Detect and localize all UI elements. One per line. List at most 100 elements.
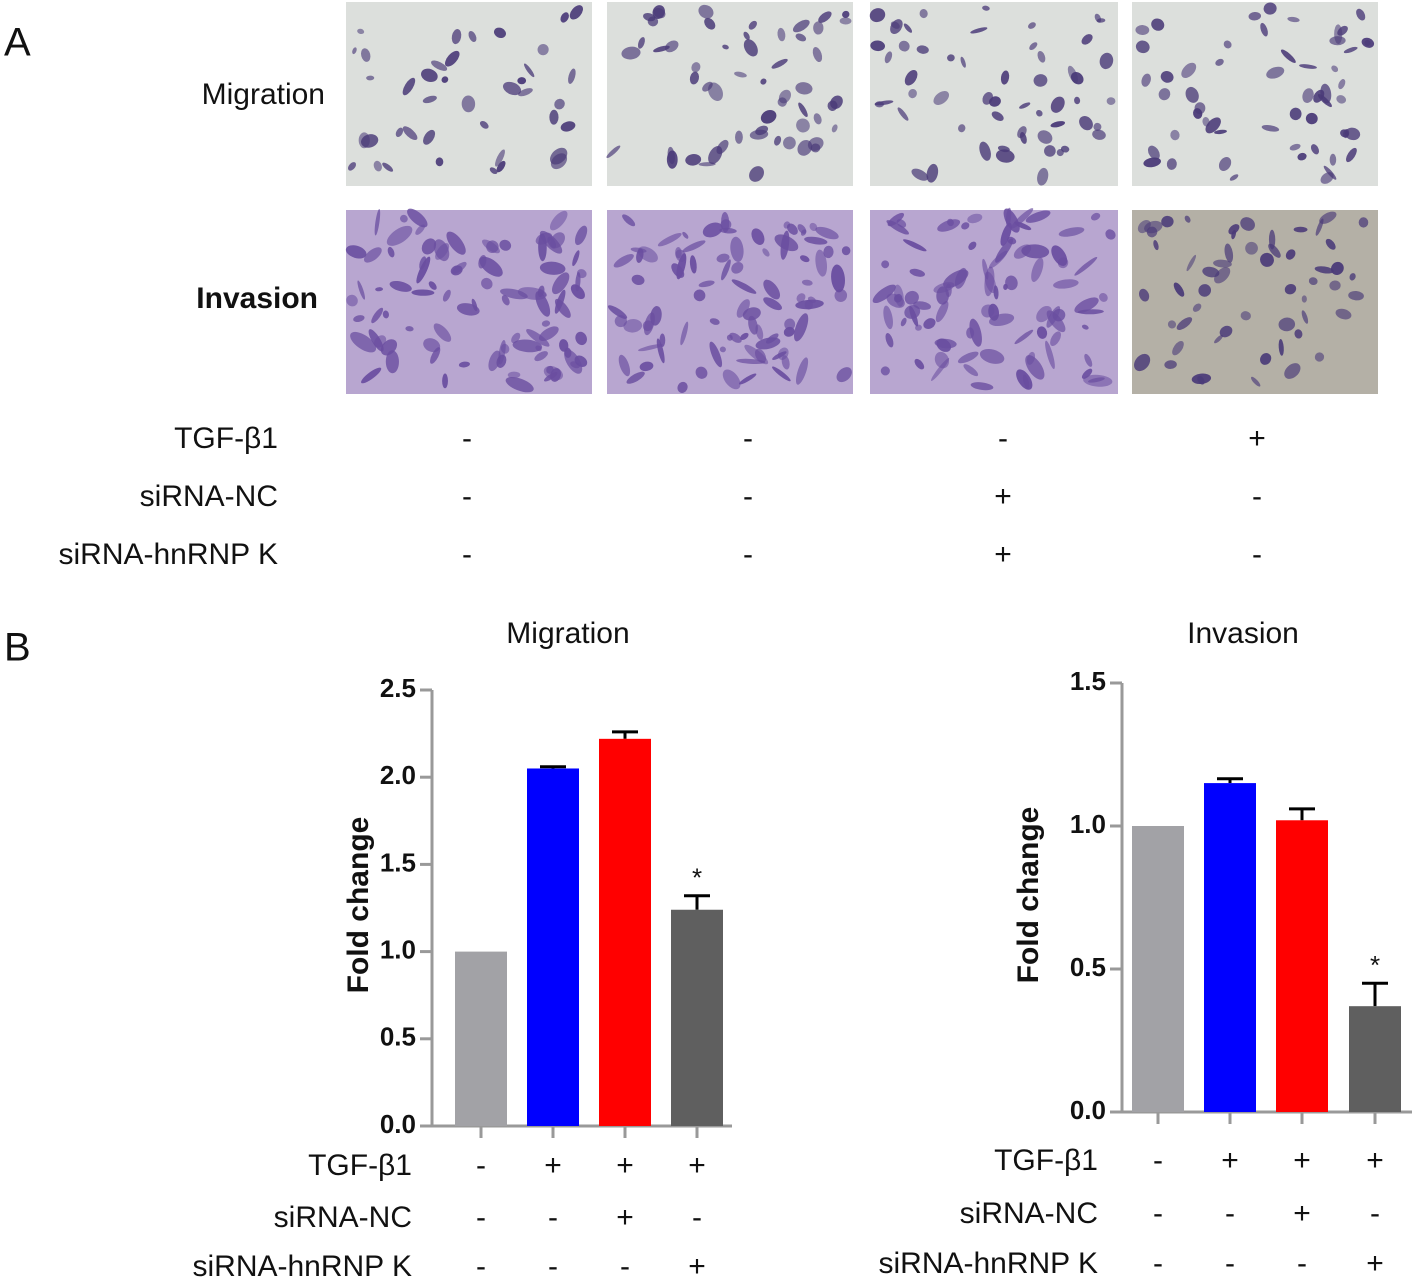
cell	[666, 150, 678, 169]
cell	[979, 141, 991, 161]
cell	[783, 136, 796, 150]
cell	[991, 111, 1004, 121]
cell	[554, 298, 571, 318]
cell	[1289, 143, 1301, 151]
cell	[934, 338, 957, 349]
cell	[631, 274, 645, 286]
y-tick-label: 1.5	[380, 847, 416, 877]
cell	[813, 21, 824, 35]
condition-label: siRNA-hnRNP K	[192, 1250, 412, 1283]
cell	[350, 331, 377, 353]
condition-sign: +	[688, 1250, 706, 1283]
condition-label: siRNA-hnRNP K	[878, 1247, 1098, 1280]
cell	[613, 254, 634, 268]
cell	[981, 304, 995, 318]
cell	[1011, 208, 1034, 229]
cell	[903, 23, 913, 33]
cell	[869, 8, 886, 23]
cell	[881, 260, 890, 269]
condition-sign: -	[548, 1250, 558, 1283]
cell	[386, 225, 413, 246]
cell	[1046, 306, 1061, 328]
cell	[784, 318, 796, 330]
cell	[518, 88, 533, 97]
condition-sign: -	[1297, 1247, 1307, 1280]
cell	[689, 71, 700, 85]
cell	[963, 364, 979, 377]
cell	[461, 95, 476, 113]
cell	[689, 255, 697, 274]
cell	[568, 68, 576, 84]
cell	[698, 4, 714, 19]
cell	[1031, 257, 1044, 282]
micrographs	[345, 2, 1378, 394]
condition-sign: -	[462, 538, 472, 571]
cell	[777, 27, 786, 42]
cell	[1037, 50, 1046, 63]
cell	[501, 295, 510, 306]
cell	[801, 279, 813, 286]
cell	[1005, 207, 1012, 227]
cell	[1170, 129, 1180, 141]
y-tick-label: 0.5	[1070, 952, 1106, 982]
condition-label: siRNA-NC	[274, 1201, 412, 1234]
cell	[442, 373, 448, 389]
cell	[353, 315, 365, 323]
cell	[1308, 277, 1318, 286]
cell	[958, 124, 966, 133]
condition-sign: -	[476, 1250, 486, 1283]
cell	[886, 220, 909, 235]
cell	[807, 296, 816, 303]
cell	[638, 344, 663, 352]
cell	[796, 293, 806, 303]
cell	[841, 246, 851, 256]
cell	[744, 344, 769, 365]
cell	[374, 209, 381, 236]
cell	[909, 306, 919, 327]
cell	[743, 39, 758, 57]
cell	[839, 17, 852, 25]
cell	[915, 324, 922, 331]
cell	[812, 47, 823, 63]
cell	[763, 279, 781, 300]
cell	[1081, 34, 1093, 45]
cell	[702, 81, 713, 92]
cell	[736, 299, 750, 318]
cell	[433, 323, 452, 342]
cell	[1153, 240, 1159, 251]
cell	[1228, 224, 1240, 235]
bar	[527, 768, 579, 1126]
cell	[691, 62, 701, 73]
cell	[709, 318, 720, 325]
cell	[1147, 145, 1160, 160]
cell	[538, 326, 559, 341]
cell	[539, 261, 566, 275]
cell	[809, 222, 818, 231]
cell	[1143, 157, 1161, 168]
cell	[1320, 172, 1334, 184]
cell	[382, 162, 394, 172]
cell	[937, 219, 961, 232]
condition-label: siRNA-hnRNP K	[58, 538, 278, 571]
cell	[800, 229, 807, 236]
cell	[554, 98, 565, 110]
cell	[361, 367, 382, 384]
cell	[1245, 241, 1258, 255]
cell	[1106, 97, 1116, 105]
cell	[781, 355, 790, 370]
cell	[1336, 95, 1347, 104]
cell	[970, 27, 988, 34]
cell	[659, 333, 666, 347]
cell	[1248, 11, 1262, 21]
cell	[428, 281, 437, 290]
condition-sign: -	[1225, 1197, 1235, 1230]
cell	[1084, 353, 1093, 367]
cell	[502, 81, 522, 96]
cell	[1079, 115, 1093, 131]
cell	[731, 279, 757, 294]
cell	[1293, 226, 1308, 233]
cell	[1176, 317, 1193, 330]
cell	[1260, 252, 1274, 267]
cell	[405, 326, 414, 332]
cell	[885, 333, 894, 348]
